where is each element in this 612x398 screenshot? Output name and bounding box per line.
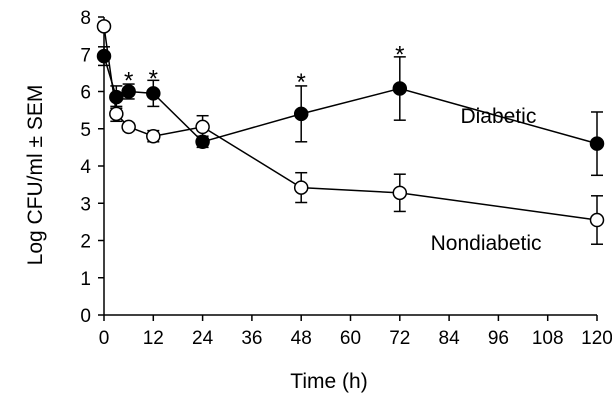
y-tick-label: 6 — [80, 83, 91, 104]
open-point — [96, 19, 112, 34]
y-tick-label: 0 — [80, 306, 91, 327]
series-nondiabetic — [96, 19, 605, 245]
filled-point — [146, 86, 161, 101]
x-tick-label: 12 — [143, 328, 164, 349]
y-tick-label: 3 — [80, 194, 91, 215]
open-point — [589, 212, 605, 228]
filled-point — [589, 136, 605, 151]
x-axis-title: Time (h) — [290, 370, 367, 393]
significance-marker: * — [395, 41, 404, 68]
significance-marker: * — [297, 69, 306, 96]
series-label-diabetic: Diabetic — [460, 105, 536, 128]
x-tick-label: 108 — [532, 328, 564, 349]
x-tick-label: 72 — [389, 328, 410, 349]
filled-point — [293, 106, 309, 122]
open-point — [109, 106, 124, 122]
significance-marker: * — [124, 67, 133, 94]
x-tick-label: 24 — [192, 328, 214, 349]
filled-point — [109, 89, 124, 105]
y-axis-title: Log CFU/ml ± SEM — [24, 85, 47, 266]
significance-marker: * — [149, 65, 158, 92]
open-point — [195, 119, 210, 135]
open-point — [293, 180, 309, 195]
x-tick-label: 36 — [241, 328, 262, 349]
x-tick-label: 84 — [439, 328, 461, 349]
series-line-diabetic — [103, 55, 598, 145]
y-tick-label: 1 — [80, 269, 91, 290]
series-layer — [96, 19, 605, 245]
x-tick-label: 120 — [581, 328, 612, 349]
open-point — [392, 185, 408, 201]
y-tick-label: 8 — [80, 8, 91, 29]
annotation-layer: * * * * Diabetic Nondiabetic — [124, 41, 542, 255]
open-point — [146, 128, 161, 144]
filled-point — [121, 84, 136, 99]
y-tick-label: 5 — [80, 120, 91, 141]
y-tick-label: 4 — [80, 157, 91, 178]
filled-point — [392, 81, 408, 96]
x-tick-label: 0 — [99, 328, 110, 349]
x-tick-label: 60 — [340, 328, 361, 349]
y-tick-label: 7 — [80, 45, 91, 66]
series-label-nondiabetic: Nondiabetic — [431, 232, 542, 255]
open-point — [121, 119, 136, 135]
y-tick-label: 2 — [80, 232, 91, 253]
x-tick-label: 96 — [488, 328, 509, 349]
x-tick-label: 48 — [291, 328, 312, 349]
